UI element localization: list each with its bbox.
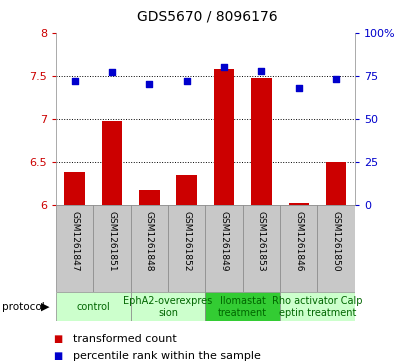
Bar (326, 162, 347, 205)
Bar (131, 205, 168, 292)
Bar (102, 121, 122, 205)
Text: percentile rank within the sample: percentile rank within the sample (73, 351, 261, 362)
Bar (205, 292, 280, 321)
Text: GSM1261846: GSM1261846 (294, 211, 303, 272)
Bar (214, 69, 234, 205)
Text: GSM1261848: GSM1261848 (145, 211, 154, 272)
Text: protocol: protocol (2, 302, 45, 312)
Text: Ilomastat
treatment: Ilomastat treatment (218, 296, 267, 318)
Bar (139, 189, 160, 205)
Text: EphA2-overexpres
sion: EphA2-overexpres sion (123, 296, 213, 318)
Bar (280, 205, 317, 292)
Bar (168, 205, 205, 292)
Bar (280, 292, 355, 321)
Text: GSM1261850: GSM1261850 (332, 211, 341, 272)
Bar (288, 203, 309, 205)
Bar (317, 205, 355, 292)
Point (221, 64, 227, 70)
Text: ▶: ▶ (41, 302, 49, 312)
Text: ■: ■ (54, 351, 63, 362)
Bar (205, 205, 243, 292)
Bar (56, 205, 93, 292)
Text: GSM1261847: GSM1261847 (70, 211, 79, 272)
Point (295, 85, 302, 91)
Text: ■: ■ (54, 334, 63, 344)
Bar (93, 205, 131, 292)
Text: transformed count: transformed count (73, 334, 176, 344)
Bar (176, 175, 197, 205)
Text: GSM1261851: GSM1261851 (107, 211, 117, 272)
Text: GSM1261852: GSM1261852 (182, 211, 191, 272)
Point (183, 78, 190, 84)
Point (258, 68, 265, 74)
Text: GDS5670 / 8096176: GDS5670 / 8096176 (137, 9, 278, 23)
Bar (243, 205, 280, 292)
Bar (251, 77, 272, 205)
Text: Rho activator Calp
eptin treatment: Rho activator Calp eptin treatment (272, 296, 363, 318)
Point (109, 69, 115, 75)
Bar (56, 292, 131, 321)
Bar (64, 172, 85, 205)
Point (146, 82, 153, 87)
Point (333, 76, 339, 82)
Point (71, 78, 78, 84)
Text: GSM1261849: GSM1261849 (220, 211, 229, 272)
Text: GSM1261853: GSM1261853 (257, 211, 266, 272)
Text: control: control (76, 302, 110, 312)
Bar (131, 292, 205, 321)
